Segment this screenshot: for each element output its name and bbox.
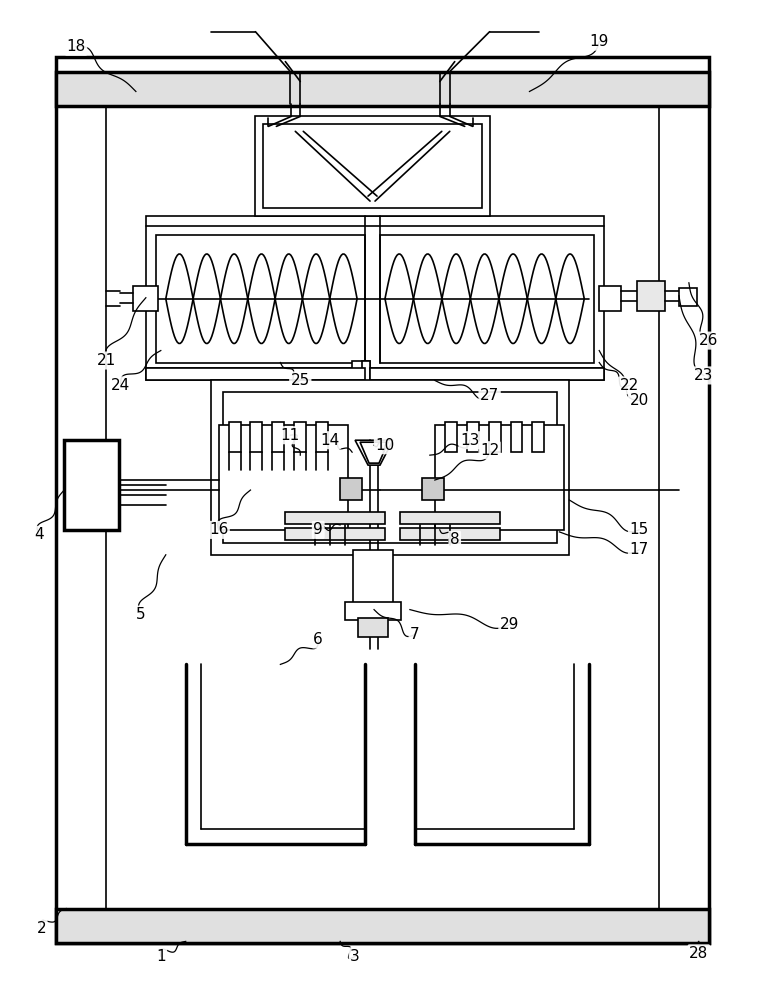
Bar <box>294 422 306 452</box>
Bar <box>340 478 362 500</box>
Bar <box>273 422 284 452</box>
Bar <box>510 422 523 452</box>
Text: 24: 24 <box>112 378 131 393</box>
Text: 26: 26 <box>699 333 718 348</box>
Text: 4: 4 <box>34 527 44 542</box>
Text: 16: 16 <box>209 522 228 537</box>
Bar <box>353 550 393 605</box>
Bar <box>255 116 490 216</box>
Bar <box>316 422 329 452</box>
Text: 9: 9 <box>313 522 323 537</box>
Bar <box>228 422 241 452</box>
Bar <box>64 440 119 530</box>
Bar <box>489 422 500 452</box>
Text: 14: 14 <box>321 433 340 448</box>
Text: 27: 27 <box>480 388 499 403</box>
Text: 29: 29 <box>500 617 520 632</box>
Bar <box>380 235 594 363</box>
Bar <box>285 512 385 524</box>
Text: 6: 6 <box>313 632 323 647</box>
Bar <box>400 528 500 540</box>
Bar <box>362 361 370 440</box>
Bar <box>133 286 158 311</box>
Bar <box>57 72 709 106</box>
Bar <box>57 909 709 943</box>
Bar <box>445 422 457 452</box>
Text: 18: 18 <box>66 39 86 54</box>
Text: 21: 21 <box>96 353 115 368</box>
Bar <box>211 380 569 555</box>
Bar <box>400 512 500 524</box>
Bar <box>285 528 385 540</box>
Bar <box>146 216 604 380</box>
Text: 17: 17 <box>630 542 649 557</box>
Bar <box>358 618 388 637</box>
Polygon shape <box>360 442 388 463</box>
Bar <box>251 422 263 452</box>
Bar <box>467 422 479 452</box>
Bar <box>637 281 665 311</box>
Bar <box>599 286 621 311</box>
Text: 25: 25 <box>290 373 310 388</box>
Bar <box>219 425 348 530</box>
Polygon shape <box>355 440 393 465</box>
Bar <box>370 368 604 380</box>
Text: 11: 11 <box>280 428 300 443</box>
Text: 1: 1 <box>156 949 166 964</box>
Text: 19: 19 <box>590 34 609 49</box>
Text: 20: 20 <box>630 393 649 408</box>
Text: 10: 10 <box>375 438 395 453</box>
Bar <box>156 235 365 363</box>
Bar <box>57 57 709 943</box>
Bar <box>146 368 365 380</box>
Text: 7: 7 <box>410 627 419 642</box>
Bar <box>533 422 545 452</box>
Text: 28: 28 <box>689 946 708 961</box>
Text: 15: 15 <box>630 522 649 537</box>
Bar <box>679 288 697 306</box>
Bar <box>422 478 444 500</box>
Bar <box>222 392 558 543</box>
Text: 22: 22 <box>620 378 639 393</box>
Bar <box>435 425 565 530</box>
Text: 2: 2 <box>37 921 46 936</box>
Bar <box>264 124 481 208</box>
Bar <box>345 602 401 620</box>
Text: 3: 3 <box>350 949 360 964</box>
Text: 5: 5 <box>136 607 146 622</box>
Text: 8: 8 <box>450 532 460 547</box>
Text: 13: 13 <box>460 433 479 448</box>
Bar <box>352 361 370 440</box>
Text: 23: 23 <box>694 368 714 383</box>
Text: 12: 12 <box>480 443 499 458</box>
